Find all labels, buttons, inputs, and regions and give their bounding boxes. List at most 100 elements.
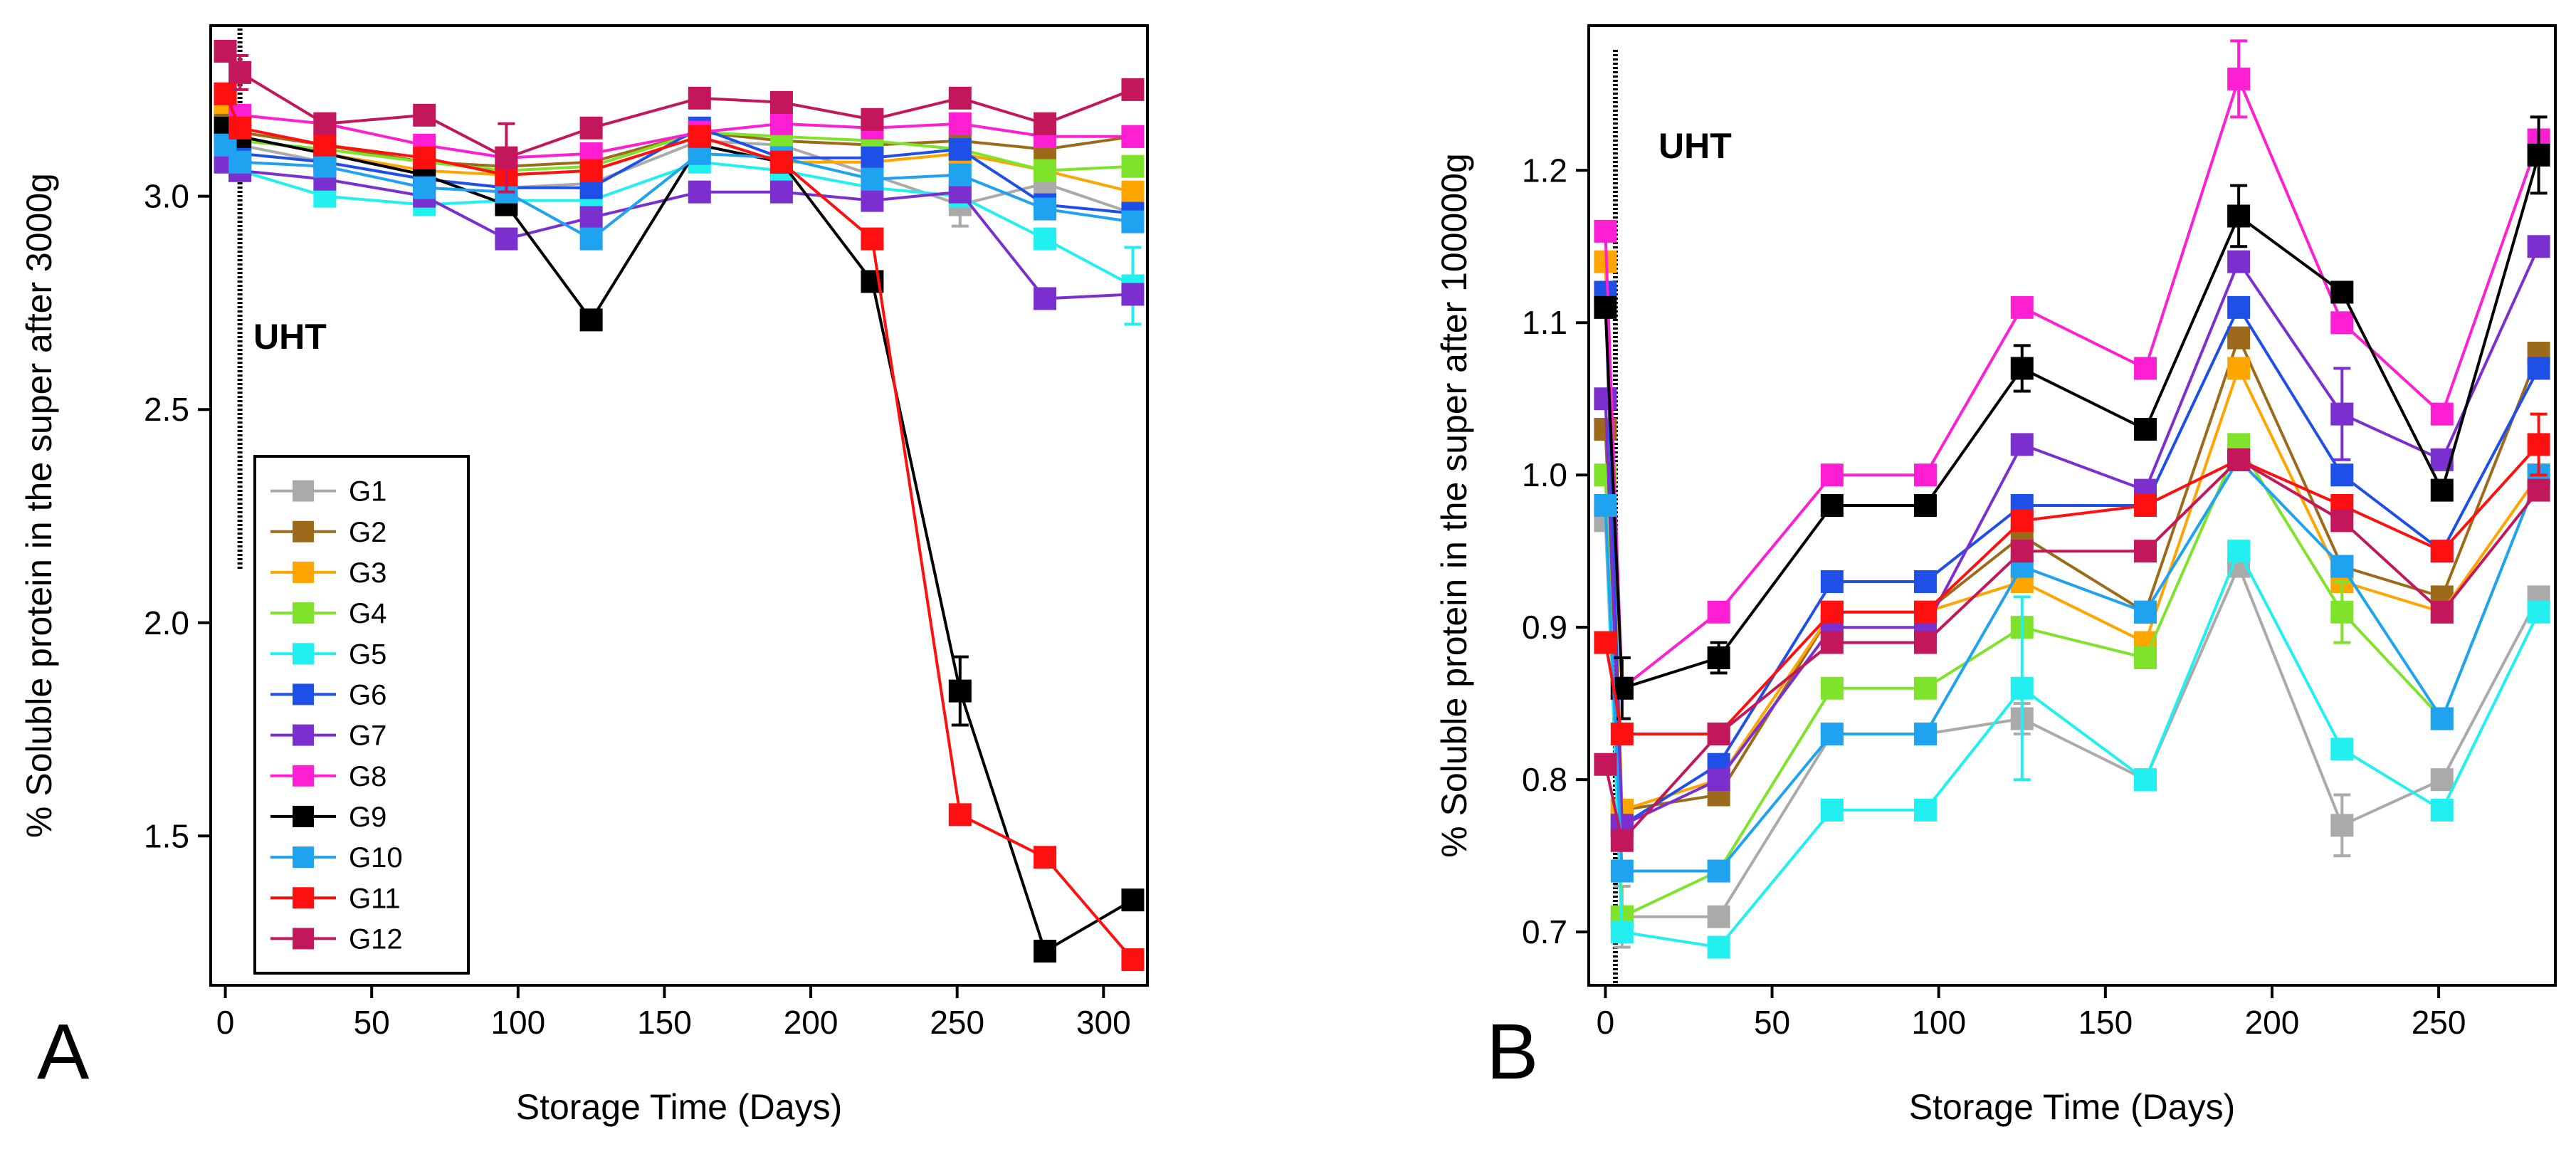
legend-label: G4 (349, 598, 387, 629)
x-tick-label: 300 (1076, 1004, 1131, 1041)
data-point (1610, 722, 1634, 745)
data-point (495, 227, 518, 251)
data-point (2430, 768, 2454, 792)
data-point (1594, 631, 1617, 654)
data-point (1610, 859, 1634, 883)
legend-swatch (293, 928, 314, 950)
series-line (224, 126, 1133, 215)
series-g4 (1594, 433, 2550, 928)
data-point (579, 308, 603, 332)
data-point (2527, 357, 2550, 380)
series-line (1604, 154, 2540, 691)
legend-swatch (293, 643, 314, 665)
data-point (2430, 540, 2454, 563)
y-tick-label: 2.0 (144, 604, 189, 641)
x-tick-label: 100 (1911, 1004, 1966, 1041)
series-line (1604, 444, 2540, 735)
x-axis-label: Storage Time (Days) (516, 1087, 842, 1127)
series-g7 (214, 150, 1145, 310)
data-point (1913, 570, 1937, 593)
y-tick-label: 0.9 (1522, 609, 1567, 646)
series-line (1604, 261, 2540, 812)
data-point (579, 227, 603, 251)
data-point (1707, 722, 1730, 745)
series-line (224, 127, 1133, 172)
legend-label: G1 (349, 476, 387, 508)
data-point (948, 137, 972, 161)
uht-annotation: UHT (1658, 126, 1732, 166)
data-point (2430, 798, 2454, 822)
data-point (2330, 311, 2354, 335)
data-point (2527, 600, 2550, 624)
uht-annotation: UHT (253, 317, 327, 357)
data-point (228, 116, 252, 140)
data-point (2430, 600, 2454, 624)
y-tick-label: 0.8 (1522, 761, 1567, 798)
series-g9 (1594, 115, 2550, 720)
x-tick-label: 150 (637, 1004, 692, 1041)
x-tick-label: 50 (1754, 1004, 1790, 1041)
data-point (495, 146, 518, 169)
data-point (1121, 154, 1145, 178)
x-axis-label: Storage Time (Days) (1909, 1087, 2235, 1127)
x-tick-label: 250 (930, 1004, 984, 1041)
data-point (1034, 112, 1057, 135)
data-point (228, 61, 252, 84)
series-g12 (214, 39, 1145, 194)
data-point (413, 146, 436, 169)
legend-swatch (293, 480, 314, 502)
data-point (2330, 814, 2354, 837)
y-tick-label: 1.1 (1522, 304, 1567, 341)
data-point (413, 176, 436, 199)
x-tick-label: 200 (784, 1004, 838, 1041)
data-point (2527, 478, 2550, 502)
legend-label: G12 (349, 923, 403, 955)
data-point (1610, 920, 1634, 944)
data-point (579, 206, 603, 229)
series-g5 (1594, 494, 2550, 959)
data-point (1707, 905, 1730, 928)
data-point (1820, 494, 1844, 517)
panel-letter: B (1486, 1008, 1538, 1096)
data-point (1610, 829, 1634, 852)
legend-label: G6 (349, 679, 387, 710)
data-point (2010, 295, 2034, 319)
x-tick-label: 0 (216, 1004, 235, 1041)
data-point (2227, 357, 2251, 380)
legend-swatch (293, 520, 314, 542)
y-axis-label: % Soluble protein in the super after 300… (19, 173, 59, 838)
data-point (2330, 555, 2354, 578)
data-point (2134, 540, 2157, 563)
data-point (769, 112, 793, 135)
panel-letter: A (37, 1008, 90, 1096)
y-axis-label: % Soluble protein in the super after 100… (1434, 153, 1474, 858)
x-tick-label: 200 (2245, 1004, 2300, 1041)
data-point (2227, 540, 2251, 563)
data-point (1707, 768, 1730, 792)
data-point (2010, 433, 2034, 456)
data-point (2330, 463, 2354, 487)
panel-b-chart: 0 50 100 150 200 250 0.7 0.8 0.9 1.0 1.1 1.2 Storage… (1434, 24, 2557, 1127)
y-tick-label: 2.5 (144, 391, 189, 428)
data-point (1820, 600, 1844, 624)
data-point (313, 133, 337, 157)
data-point (1913, 722, 1937, 745)
series-line (224, 160, 1133, 300)
legend-label: G2 (349, 517, 387, 548)
legend-swatch (293, 765, 314, 787)
y-tick-label: 1.5 (144, 817, 189, 854)
data-point (948, 86, 972, 110)
x-tick-label: 50 (354, 1004, 390, 1041)
data-point (1594, 219, 1617, 243)
data-point (1121, 78, 1145, 101)
data-point (1121, 888, 1145, 912)
legend-swatch (293, 887, 314, 909)
data-point (861, 107, 884, 131)
data-point (861, 167, 884, 191)
legend-label: G8 (349, 761, 387, 792)
data-point (948, 112, 972, 135)
data-point (1913, 676, 1937, 700)
series-g3 (214, 90, 1145, 204)
plot-frame (209, 24, 1149, 987)
